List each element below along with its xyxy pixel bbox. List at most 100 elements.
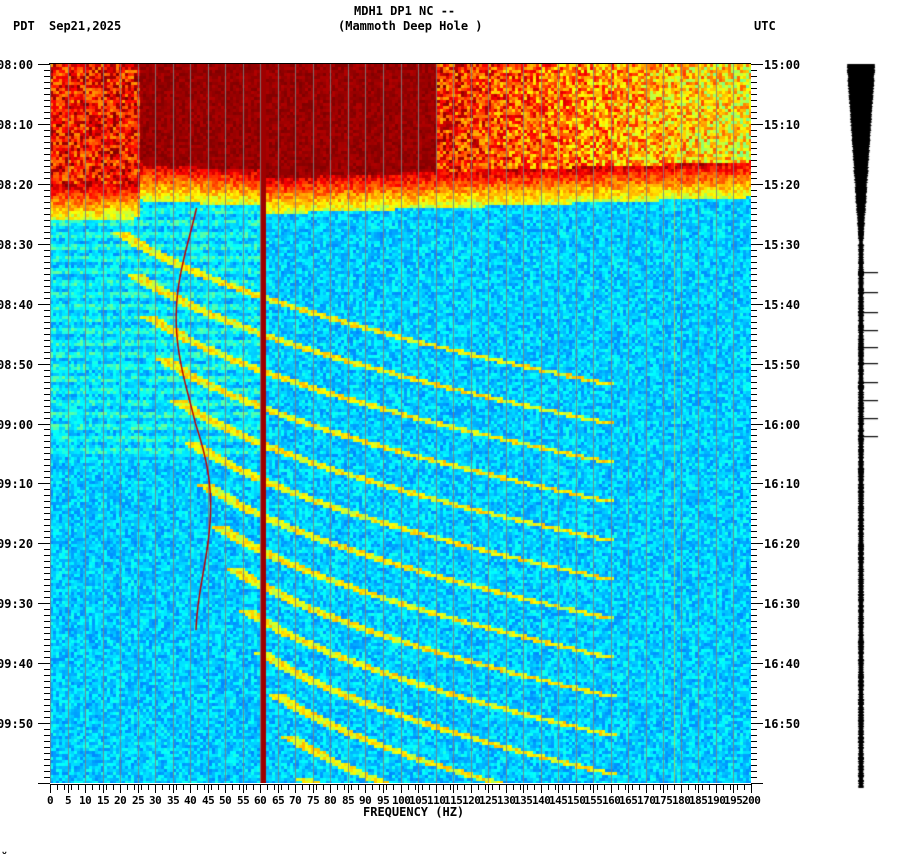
y-tick-left <box>38 424 50 425</box>
y-tick-left <box>44 112 50 113</box>
y-tick-right <box>751 76 757 77</box>
y-tick-left <box>44 160 50 161</box>
x-tick-label: 175 <box>654 794 673 807</box>
y-tick-right <box>751 525 757 526</box>
y-tick-right <box>751 507 757 508</box>
x-tick <box>99 784 100 790</box>
y-tick-left <box>44 70 50 71</box>
x-tick <box>239 784 240 790</box>
y-tick-right <box>751 304 763 305</box>
x-tick <box>590 784 591 790</box>
x-tick <box>169 784 170 790</box>
y-tick-right <box>751 615 757 616</box>
y-tick-left <box>44 136 50 137</box>
y-tick-left <box>44 106 50 107</box>
y-tick-left <box>44 453 50 454</box>
x-tick-label: 155 <box>584 794 603 807</box>
x-tick <box>401 784 402 793</box>
x-tick-label: 110 <box>427 794 446 807</box>
y-tick-left <box>44 465 50 466</box>
x-tick <box>173 784 174 793</box>
x-tick-label: 165 <box>619 794 638 807</box>
x-tick <box>527 784 528 790</box>
y-tick-left <box>44 154 50 155</box>
x-tick-label: 125 <box>479 794 498 807</box>
x-tick <box>698 784 699 793</box>
y-tick-right <box>751 286 757 287</box>
x-tick <box>443 784 444 790</box>
y-tick-left <box>44 100 50 101</box>
y-tick-right <box>751 172 757 173</box>
y-tick-label-left: 09:30 <box>0 597 34 611</box>
y-tick-right <box>751 579 757 580</box>
y-tick-left <box>44 777 50 778</box>
x-tick-label: 160 <box>602 794 621 807</box>
x-tick-label: 200 <box>742 794 761 807</box>
y-tick-left <box>44 412 50 413</box>
y-tick-right <box>751 274 757 275</box>
y-tick-right <box>751 298 757 299</box>
x-tick <box>488 784 489 793</box>
y-tick-right <box>751 675 757 676</box>
x-tick <box>667 784 668 790</box>
y-tick-right <box>751 202 757 203</box>
y-tick-left <box>44 298 50 299</box>
x-tick <box>92 784 93 790</box>
x-tick <box>576 784 577 793</box>
x-tick <box>138 784 139 793</box>
y-tick-left <box>44 567 50 568</box>
y-tick-left <box>44 280 50 281</box>
y-tick-left <box>44 435 50 436</box>
y-tick-left <box>44 118 50 119</box>
x-tick-label: 105 <box>409 794 428 807</box>
x-tick <box>583 784 584 790</box>
y-tick-label-left: 08:00 <box>0 58 34 72</box>
y-tick-left <box>44 675 50 676</box>
y-tick-label-right: 16:10 <box>764 477 801 491</box>
spectrogram-plot <box>50 64 751 783</box>
y-tick-right <box>751 226 757 227</box>
y-tick-right <box>751 429 757 430</box>
y-tick-right <box>751 376 757 377</box>
y-tick-left <box>38 483 50 484</box>
y-tick-left <box>38 723 50 724</box>
y-tick-right <box>751 711 757 712</box>
y-tick-right <box>751 244 763 245</box>
x-tick <box>702 784 703 790</box>
x-tick <box>695 784 696 790</box>
x-tick <box>453 784 454 793</box>
x-tick <box>569 784 570 790</box>
y-tick-right <box>751 94 757 95</box>
y-tick-right <box>751 465 757 466</box>
y-tick-right <box>751 88 757 89</box>
x-tick <box>243 784 244 793</box>
y-tick-label-right: 16:30 <box>764 597 801 611</box>
y-tick-right <box>751 352 757 353</box>
y-tick-left <box>44 525 50 526</box>
y-tick-right <box>751 639 757 640</box>
y-tick-right <box>751 232 757 233</box>
x-tick <box>558 784 559 793</box>
y-tick-right <box>751 495 757 496</box>
x-tick <box>162 784 163 790</box>
y-tick-right <box>751 549 757 550</box>
y-tick-label-left: 08:30 <box>0 238 34 252</box>
y-tick-right <box>751 220 757 221</box>
x-tick-label: 185 <box>689 794 708 807</box>
y-tick-right <box>751 160 757 161</box>
x-tick <box>260 784 261 793</box>
y-tick-right <box>751 771 757 772</box>
x-tick <box>492 784 493 790</box>
y-tick-left <box>38 603 50 604</box>
y-tick-right <box>751 645 757 646</box>
x-tick <box>68 784 69 793</box>
y-tick-right <box>751 483 763 484</box>
x-tick-label: 20 <box>114 794 127 807</box>
y-tick-right <box>751 82 757 83</box>
y-tick-right <box>751 651 757 652</box>
x-tick-label: 45 <box>202 794 215 807</box>
y-tick-label-left: 08:10 <box>0 118 34 132</box>
x-tick <box>597 784 598 790</box>
y-tick-right <box>751 424 763 425</box>
y-tick-right <box>751 681 757 682</box>
